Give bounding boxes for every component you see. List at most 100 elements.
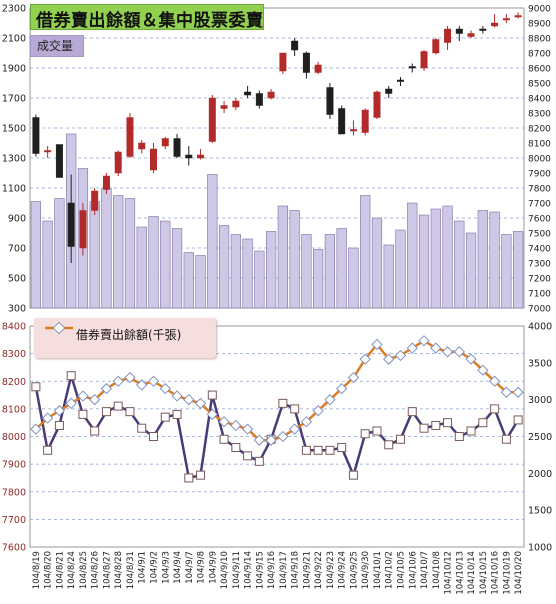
volume-bar [512, 231, 524, 309]
candle-body [91, 190, 99, 211]
volume-bar [442, 205, 453, 309]
series-orange-point [406, 342, 418, 354]
top-right-tick: 8300 [528, 110, 551, 120]
series-orange-point [30, 423, 42, 435]
series-orange-point [124, 371, 136, 384]
series-purple-point [337, 443, 347, 453]
series-orange-point [430, 342, 442, 354]
series-orange-point [147, 375, 160, 387]
x-tick-label: 104/9/24 [338, 551, 348, 589]
x-tick-label: 104/10/8 [432, 551, 442, 589]
series-purple-point [207, 390, 217, 400]
candle-body [55, 144, 63, 178]
volume-bar [265, 231, 277, 309]
series-orange-point [336, 382, 348, 395]
candle-body [302, 52, 310, 73]
volume-bar [242, 238, 253, 309]
top-right-tick: 7500 [528, 230, 551, 240]
x-tick-label: 104/10/2 [385, 551, 395, 589]
bottom-left-tick: 7900 [2, 460, 26, 471]
series-purple-point [501, 434, 511, 444]
series-purple-point [66, 371, 76, 381]
series-orange-point [312, 405, 324, 417]
volume-bar [501, 234, 512, 309]
series-purple-point [231, 443, 241, 453]
series-orange-point [183, 394, 195, 406]
bottom-left-tick: 8100 [2, 404, 26, 415]
volume-bar [324, 234, 336, 309]
series-purple-point [419, 423, 429, 433]
series-purple-point [490, 404, 500, 414]
volume-bar [160, 220, 171, 309]
series-orange-point [171, 390, 183, 402]
legend-label: 借券賣出餘額(千張) [76, 328, 182, 342]
series-purple-point [313, 445, 323, 455]
series-purple-point [78, 409, 88, 419]
volume-bar [195, 255, 206, 309]
bottom-right-tick: 3000 [528, 395, 552, 406]
volume-bar [54, 198, 65, 309]
series-orange-point [218, 416, 230, 428]
volume-bar [348, 247, 359, 309]
bottom-left-tick: 8200 [2, 377, 26, 388]
series-orange-point [65, 397, 77, 409]
x-tick-label: 104/8/31 [126, 551, 136, 589]
volume-bar [465, 232, 477, 309]
candle-body [161, 138, 169, 147]
volume-bar [136, 226, 147, 309]
series-orange-point [206, 408, 218, 421]
bottom-left-tick: 8000 [2, 432, 26, 443]
candle-body [467, 33, 475, 37]
volume-bar [148, 216, 159, 309]
chart-title: 借券賣出餘額＆集中股票委賣 [36, 11, 264, 31]
top-right-tick: 8700 [528, 50, 551, 60]
x-tick-label: 104/8/24 [67, 551, 77, 589]
x-tick-label: 104/10/7 [420, 551, 430, 589]
volume-bar [113, 195, 124, 309]
series-orange-point [453, 346, 465, 358]
volume-bar [289, 210, 300, 309]
series-purple-point [196, 470, 206, 480]
x-tick-label: 104/10/5 [397, 551, 407, 589]
series-purple-point [125, 407, 135, 417]
series-orange-point [300, 416, 313, 428]
candle-body [432, 39, 440, 54]
volume-label: 成交量 [37, 39, 74, 53]
candle-body [349, 129, 357, 132]
top-right-tick: 7200 [528, 275, 551, 285]
series-orange-point [53, 405, 66, 417]
x-tick-label: 104/8/27 [103, 551, 113, 589]
series-purple-point [396, 434, 405, 444]
x-tick-label: 104/9/16 [267, 551, 277, 589]
top-left-tick: 1500 [2, 124, 26, 135]
bottom-right-tick: 1500 [528, 506, 552, 517]
top-left-tick: 2100 [2, 34, 26, 45]
volume-bar [407, 202, 418, 309]
bottom-left-tick: 7800 [2, 487, 26, 498]
series-orange-point [230, 419, 242, 432]
series-purple-point [290, 404, 300, 414]
candle-body [138, 142, 146, 150]
top-right-tick: 8900 [528, 20, 551, 30]
series-orange-point [112, 375, 124, 387]
top-right-tick: 7300 [528, 260, 551, 270]
series-orange-point [241, 423, 254, 435]
x-tick-label: 104/9/2 [150, 551, 160, 584]
series-purple-point [90, 426, 100, 436]
volume-bar [124, 198, 136, 309]
volume-bar [336, 228, 347, 309]
volume-bar [301, 234, 312, 309]
candle-body [79, 210, 87, 249]
top-right-tick: 8800 [528, 35, 551, 45]
series-orange-point [512, 386, 524, 398]
top-right-tick: 7800 [528, 185, 551, 195]
series-purple-point [137, 423, 147, 433]
series-purple-point [219, 434, 229, 444]
candle-body [373, 91, 381, 118]
series-orange-point [136, 379, 148, 391]
series-orange-point [159, 382, 171, 395]
candle-body [502, 18, 510, 21]
series-purple-point [372, 426, 382, 436]
x-tick-label: 104/9/14 [244, 551, 254, 589]
